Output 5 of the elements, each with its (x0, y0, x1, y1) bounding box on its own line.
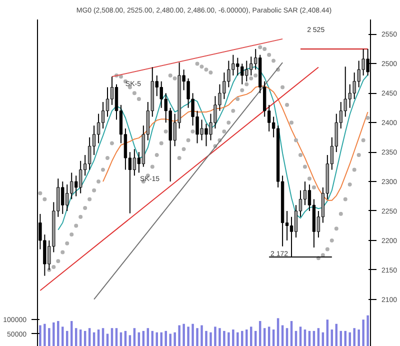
candlestick (96, 113, 100, 144)
candlestick (88, 136, 92, 170)
candlestick (132, 148, 136, 176)
line-series (102, 86, 368, 201)
candlestick (78, 160, 82, 194)
